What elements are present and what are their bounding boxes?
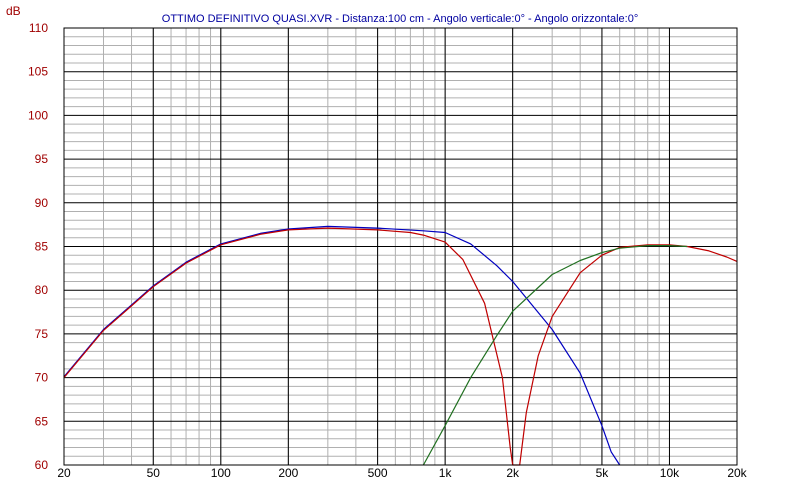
x-tick-label: 5k — [596, 466, 610, 480]
y-tick-label: 85 — [35, 240, 49, 254]
series-line-3 — [422, 245, 688, 466]
y-tick-label: 95 — [35, 152, 49, 166]
plot-frame — [63, 27, 738, 466]
x-tick-label: 20 — [57, 466, 71, 480]
curves — [63, 225, 738, 466]
chart-title: OTTIMO DEFINITIVO QUASI.XVR - Distanza:1… — [162, 13, 638, 25]
y-tick-label: 90 — [35, 196, 49, 210]
x-tick-label: 50 — [147, 466, 161, 480]
x-tick-label: 10k — [660, 466, 680, 480]
x-tick-label: 100 — [211, 466, 231, 480]
y-tick-label: 100 — [28, 108, 48, 122]
x-tick-label: 2k — [506, 466, 520, 480]
y-tick-label: 70 — [35, 371, 49, 385]
series-line-1 — [63, 225, 621, 466]
y-tick-label: 110 — [29, 21, 48, 35]
x-tick-label: 20k — [727, 466, 747, 480]
y-tick-label: 60 — [35, 458, 49, 472]
series-line-2 — [63, 227, 738, 466]
y-tick-label: 75 — [35, 327, 49, 341]
y-axis-label: dB — [6, 4, 21, 18]
x-tick-label: 500 — [368, 466, 388, 480]
y-tick-label: 65 — [35, 414, 49, 428]
x-tick-label: 200 — [278, 466, 298, 480]
grid — [63, 27, 738, 466]
x-tick-label: 1k — [439, 466, 453, 480]
y-tick-label: 105 — [28, 65, 48, 79]
tick-labels: 60 65 70 75 80 85 90 95 100 105 110 20 50 100 200 500 1k… — [28, 21, 748, 480]
y-tick-label: 80 — [35, 283, 49, 297]
